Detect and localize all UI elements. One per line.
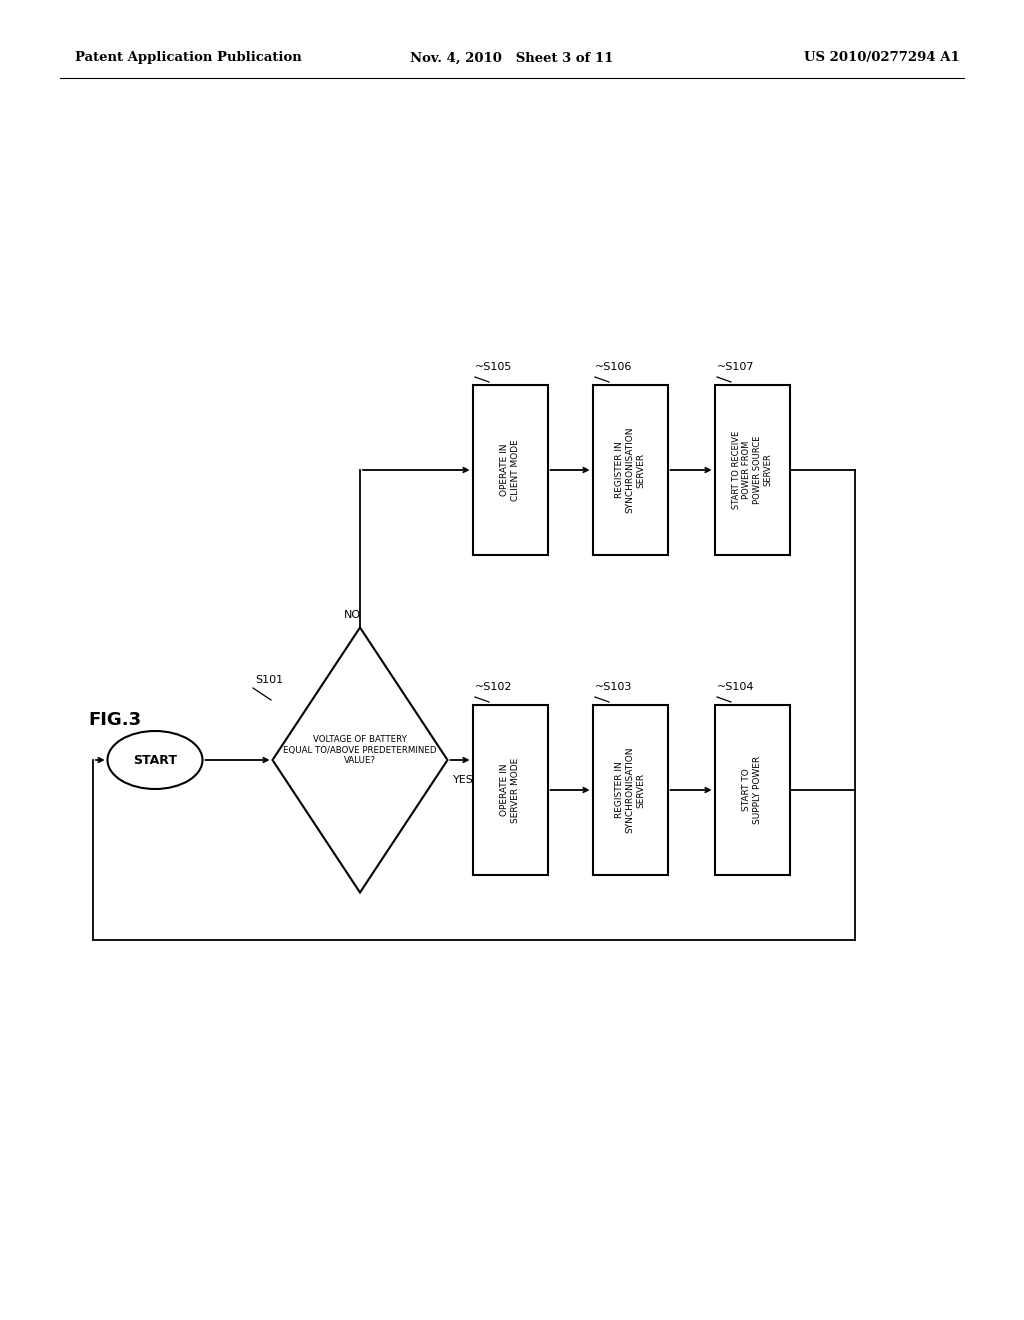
Text: Nov. 4, 2010   Sheet 3 of 11: Nov. 4, 2010 Sheet 3 of 11	[411, 51, 613, 65]
Text: START TO
SUPPLY POWER: START TO SUPPLY POWER	[742, 756, 762, 824]
Text: ~S107: ~S107	[717, 362, 755, 372]
FancyBboxPatch shape	[715, 705, 790, 875]
FancyBboxPatch shape	[593, 385, 668, 554]
Text: ~S103: ~S103	[595, 682, 633, 692]
Text: VOLTAGE OF BATTERY
EQUAL TO/ABOVE PREDETERMINED
VALUE?: VOLTAGE OF BATTERY EQUAL TO/ABOVE PREDET…	[284, 735, 437, 764]
FancyBboxPatch shape	[715, 385, 790, 554]
Text: S101: S101	[255, 675, 283, 685]
Text: FIG.3: FIG.3	[88, 711, 141, 729]
Ellipse shape	[108, 731, 203, 789]
Polygon shape	[272, 627, 447, 892]
Text: Patent Application Publication: Patent Application Publication	[75, 51, 302, 65]
Text: ~S106: ~S106	[595, 362, 633, 372]
Text: OPERATE IN
SERVER MODE: OPERATE IN SERVER MODE	[501, 758, 520, 822]
Text: REGISTER IN
SYNCHRONISATION
SERVER: REGISTER IN SYNCHRONISATION SERVER	[615, 426, 645, 513]
Text: START: START	[133, 754, 177, 767]
FancyBboxPatch shape	[593, 705, 668, 875]
FancyBboxPatch shape	[472, 705, 548, 875]
Text: ~S105: ~S105	[475, 362, 512, 372]
Text: OPERATE IN
CLIENT MODE: OPERATE IN CLIENT MODE	[501, 440, 520, 500]
Text: ~S104: ~S104	[717, 682, 755, 692]
FancyBboxPatch shape	[472, 385, 548, 554]
Text: ~S102: ~S102	[475, 682, 512, 692]
Text: START TO RECEIVE
POWER FROM
POWER SOURCE
SERVER: START TO RECEIVE POWER FROM POWER SOURCE…	[732, 430, 772, 510]
Text: YES: YES	[453, 775, 473, 785]
Text: NO: NO	[343, 610, 360, 619]
Text: REGISTER IN
SYNCHRONISATION
SERVER: REGISTER IN SYNCHRONISATION SERVER	[615, 747, 645, 833]
Text: US 2010/0277294 A1: US 2010/0277294 A1	[804, 51, 961, 65]
